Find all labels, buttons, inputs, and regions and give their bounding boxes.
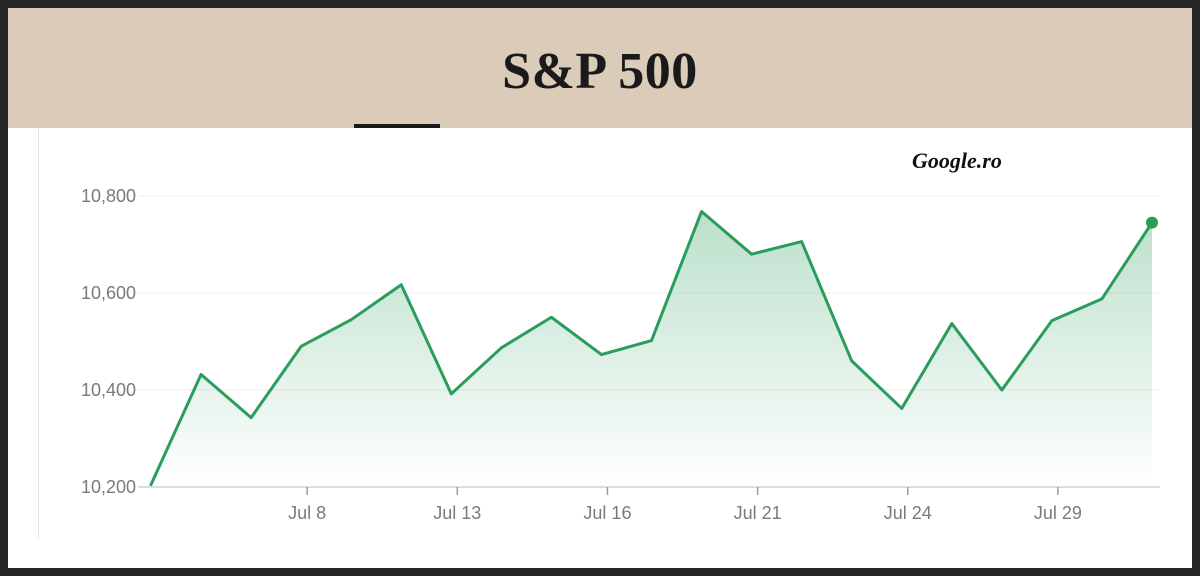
data-point (449, 392, 453, 396)
series-line (149, 210, 1154, 487)
x-tick-label: Jul 13 (433, 503, 481, 523)
data-point (149, 483, 153, 487)
data-point (499, 346, 503, 350)
x-tick-label: Jul 16 (583, 503, 631, 523)
data-point (700, 210, 704, 214)
data-point (299, 344, 303, 348)
data-point (249, 416, 253, 420)
data-point (1100, 297, 1104, 301)
data-point (399, 283, 403, 287)
data-point (650, 339, 654, 343)
data-point (950, 322, 954, 326)
chart-svg: 10,200 10,400 10,600 10,800 Jul 8 Jul 13 Jul 1… (81, 186, 1160, 523)
data-point (1000, 388, 1004, 392)
data-point (850, 359, 854, 363)
title-banner: S&P 500 (8, 8, 1192, 128)
y-tick-label: 10,800 (81, 186, 136, 206)
y-tick-label: 10,600 (81, 283, 136, 303)
data-point (1050, 319, 1054, 323)
series-area-fill (151, 211, 1152, 487)
x-tick-label: Jul 24 (884, 503, 932, 523)
y-tick-label: 10,200 (81, 477, 136, 497)
x-tick-label: Jul 21 (734, 503, 782, 523)
x-tick-label: Jul 29 (1034, 503, 1082, 523)
x-tick-label: Jul 8 (288, 503, 326, 523)
data-point (349, 318, 353, 322)
data-point (549, 315, 553, 319)
data-point (800, 240, 804, 244)
source-label: Google.ro (912, 148, 1002, 173)
data-point (199, 372, 203, 376)
y-tick-label: 10,400 (81, 380, 136, 400)
tab-indicator (354, 124, 440, 129)
data-point (750, 252, 754, 256)
left-border-line (38, 128, 39, 538)
chart-title: S&P 500 (502, 43, 698, 100)
data-point (599, 353, 603, 357)
last-point-marker (1146, 216, 1158, 229)
data-point (900, 406, 904, 410)
